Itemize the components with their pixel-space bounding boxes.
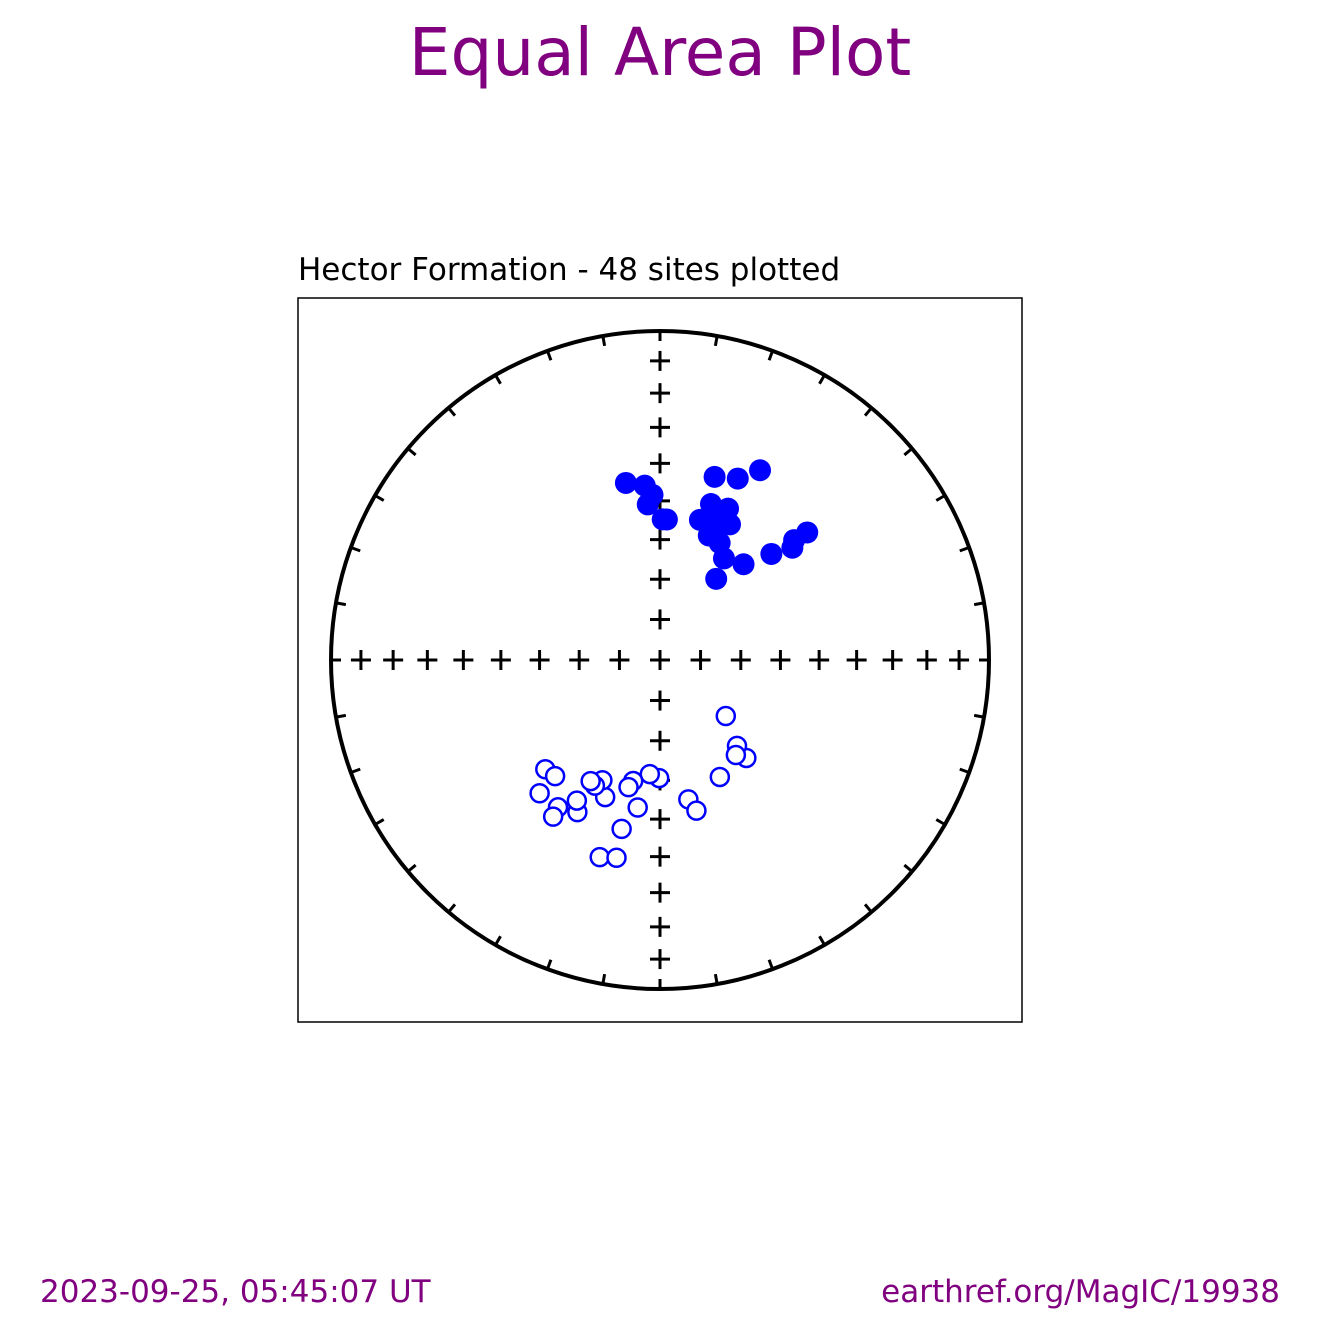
- data-point-open: [686, 800, 707, 821]
- data-point-open: [580, 770, 601, 792]
- data-point-filled: [760, 542, 783, 565]
- data-point-open: [606, 847, 627, 869]
- data-point-open: [715, 705, 737, 727]
- primitive-circle: [329, 329, 991, 991]
- source-link[interactable]: earthref.org/MagIC/19938: [881, 1274, 1280, 1310]
- points-layer: [529, 459, 819, 869]
- data-point-filled: [726, 467, 749, 490]
- data-point-filled: [655, 508, 678, 531]
- page-title: Equal Area Plot: [408, 14, 912, 91]
- data-point-open: [529, 782, 550, 804]
- timestamp: 2023-09-25, 05:45:07 UT: [40, 1274, 431, 1310]
- plot-frame: [297, 297, 1023, 1023]
- chart-title: Hector Formation - 48 sites plotted: [298, 252, 840, 288]
- data-point-open: [589, 846, 610, 868]
- data-point-open: [639, 763, 661, 785]
- data-point-open: [709, 766, 731, 788]
- data-point-filled: [636, 493, 659, 516]
- data-point-open: [611, 818, 632, 840]
- data-point-filled: [732, 553, 755, 576]
- data-point-open: [544, 765, 566, 787]
- data-point-filled: [705, 567, 728, 590]
- data-point-filled: [712, 547, 735, 570]
- data-point-filled: [749, 459, 772, 482]
- data-point-filled: [781, 536, 804, 559]
- data-point-filled: [703, 465, 726, 488]
- data-point-open: [725, 744, 747, 766]
- data-point-open: [566, 790, 588, 811]
- data-point-open: [627, 797, 648, 818]
- data-point-filled: [796, 521, 819, 544]
- ticks-layer: [331, 331, 989, 989]
- data-point-filled: [614, 471, 637, 494]
- data-point-open: [542, 806, 564, 827]
- data-point-open: [618, 776, 639, 798]
